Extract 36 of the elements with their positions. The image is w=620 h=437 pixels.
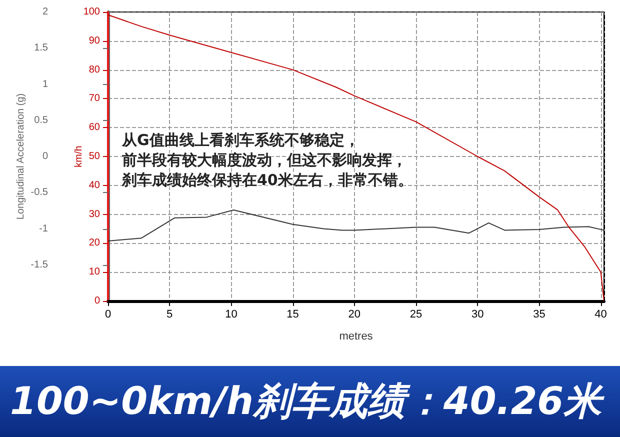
x-tick-label: 15	[286, 308, 299, 320]
x-tick-label: 10	[225, 308, 238, 320]
y-tick-label: -1	[39, 223, 48, 234]
annotation: 从G值曲线上看刹车系统不够稳定，	[122, 130, 360, 150]
y2-tick-label: 40	[88, 180, 100, 191]
y-axis-title: Longitudinal Acceleration (g)	[16, 93, 26, 220]
y2-tick-label: 60	[88, 122, 100, 134]
annotation: 前半段有较大幅度波动，但这不影响发挥，	[122, 150, 408, 170]
y2-axis-title: km/h	[74, 146, 84, 168]
y2-tick-label: 70	[88, 93, 100, 104]
annotation: 刹车成绩始终保持在40米左右，非常不错。	[122, 170, 413, 190]
y2-tick-label: 50	[88, 151, 100, 162]
y2-tick-label: 20	[88, 238, 100, 249]
y2-tick-label: 0	[94, 296, 100, 306]
y2-tick-label: 90	[88, 35, 100, 46]
y-tick-label: 0.5	[34, 114, 48, 126]
x-tick-label: 0	[104, 308, 112, 320]
y2-tick-label: 100	[83, 6, 100, 18]
y-tick-label: 2	[42, 6, 48, 18]
y2-tick-label: 30	[88, 208, 100, 220]
y-tick-label: 1	[42, 78, 48, 90]
x-axis-title: metres	[339, 330, 374, 342]
x-tick-label: 25	[410, 308, 422, 320]
x-tick-label: 35	[533, 308, 546, 320]
x-tick-label: 40	[594, 308, 607, 320]
text: 100~0km/h刹车成绩：40.26米	[9, 378, 602, 425]
y2-tick-label: 10	[88, 266, 100, 278]
y2-tick-label: 80	[88, 64, 100, 76]
line-series	[108, 209, 604, 242]
y-tick-label: -1.5	[30, 259, 48, 270]
x-tick-label: 20	[348, 308, 361, 320]
y-tick-label: -0.5	[30, 187, 48, 198]
x-tick-label: 30	[471, 308, 484, 320]
y-tick-label: 0	[42, 151, 48, 162]
x-tick-label: 5	[166, 308, 173, 320]
y-tick-label: 1.5	[34, 42, 48, 54]
